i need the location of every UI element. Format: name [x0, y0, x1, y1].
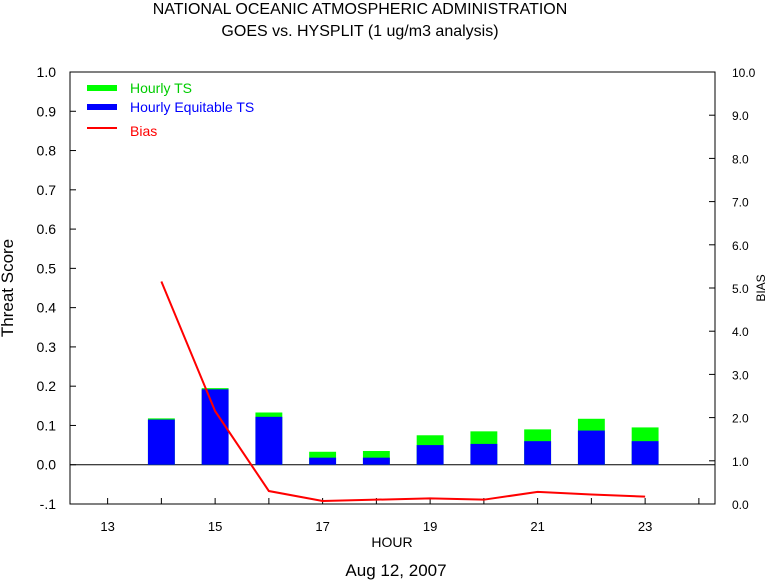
- y2-tick-label-6: 6.0: [732, 239, 749, 253]
- y2-tick-label-5: 5.0: [732, 282, 749, 296]
- y2-tick-label-2: 2.0: [732, 412, 749, 426]
- x-tick-label-17: 17: [315, 519, 329, 534]
- legend: Hourly TS Hourly Equitable TS Bias: [87, 80, 254, 139]
- x-tick-label-15: 15: [208, 519, 222, 534]
- axis-ticks: [70, 71, 715, 505]
- y2-axis-label: BIAS: [754, 274, 767, 301]
- bar-hourly-equitable-ts-22: [577, 430, 605, 465]
- tick-labels: 13 15 17 19 21 23 -.1 0.0 0.1 0.2 0.3 0.4 0.5 0.6 0.7 0…: [37, 64, 756, 534]
- y2-tick-label-7: 7.0: [732, 196, 749, 210]
- x-axis-label: HOUR: [371, 534, 412, 550]
- x-tick-label-23: 23: [638, 519, 652, 534]
- y2-tick-label-10: 10.0: [732, 66, 756, 80]
- y-tick-label-11: 1.0: [37, 64, 57, 80]
- legend-swatch-hourly-equitable-ts: [87, 104, 117, 110]
- y2-tick-label-1: 1.0: [732, 455, 749, 469]
- bar-hourly-equitable-ts-14: [147, 419, 175, 465]
- legend-label-hourly-ts: Hourly TS: [130, 80, 192, 96]
- legend-swatch-bias: [87, 127, 117, 129]
- bar-hourly-equitable-ts-18: [362, 457, 390, 465]
- x-tick-label-13: 13: [100, 519, 114, 534]
- y-tick-label-10: 0.9: [37, 103, 57, 119]
- legend-label-hourly-equitable-ts: Hourly Equitable TS: [130, 99, 254, 115]
- chart-subtitle: GOES vs. HYSPLIT (1 ug/m3 analysis): [221, 23, 498, 40]
- y-tick-label-2: 0.1: [37, 417, 57, 433]
- y-tick-label-0: -.1: [40, 496, 57, 512]
- y-tick-label-3: 0.2: [37, 378, 57, 394]
- bias-line-layer: [160, 281, 646, 502]
- bar-hourly-equitable-ts-16: [255, 416, 283, 465]
- bar-hourly-equitable-ts-20: [470, 443, 498, 465]
- bar-hourly-equitable-ts-23: [631, 441, 659, 465]
- y2-tick-label-4: 4.0: [732, 325, 749, 339]
- y2-tick-label-9: 9.0: [732, 109, 749, 123]
- y-tick-label-7: 0.6: [37, 221, 57, 237]
- y-tick-label-4: 0.3: [37, 339, 57, 355]
- date-label: Aug 12, 2007: [345, 561, 446, 580]
- legend-swatch-hourly-ts: [87, 85, 117, 91]
- y-tick-label-5: 0.4: [37, 300, 57, 316]
- y-tick-label-8: 0.7: [37, 182, 57, 198]
- x-tick-label-21: 21: [530, 519, 544, 534]
- x-tick-label-19: 19: [423, 519, 437, 534]
- chart-title: NATIONAL OCEANIC ATMOSPHERIC ADMINISTRAT…: [153, 1, 568, 18]
- bar-hourly-equitable-ts-21: [524, 441, 552, 465]
- y2-tick-label-0: 0.0: [732, 498, 749, 512]
- y-tick-label-1: 0.0: [37, 457, 57, 473]
- bars: [147, 388, 659, 465]
- y-axis-label: Threat Score: [0, 239, 17, 337]
- y-tick-label-9: 0.8: [37, 143, 57, 159]
- y2-tick-label-3: 3.0: [732, 368, 749, 382]
- y-tick-label-6: 0.5: [37, 260, 57, 276]
- legend-label-bias: Bias: [130, 123, 157, 139]
- bar-hourly-equitable-ts-17: [309, 457, 337, 465]
- bar-hourly-equitable-ts-15: [201, 389, 229, 465]
- bias-line: [160, 281, 646, 502]
- y2-tick-label-8: 8.0: [732, 152, 749, 166]
- bar-hourly-equitable-ts-19: [416, 445, 444, 465]
